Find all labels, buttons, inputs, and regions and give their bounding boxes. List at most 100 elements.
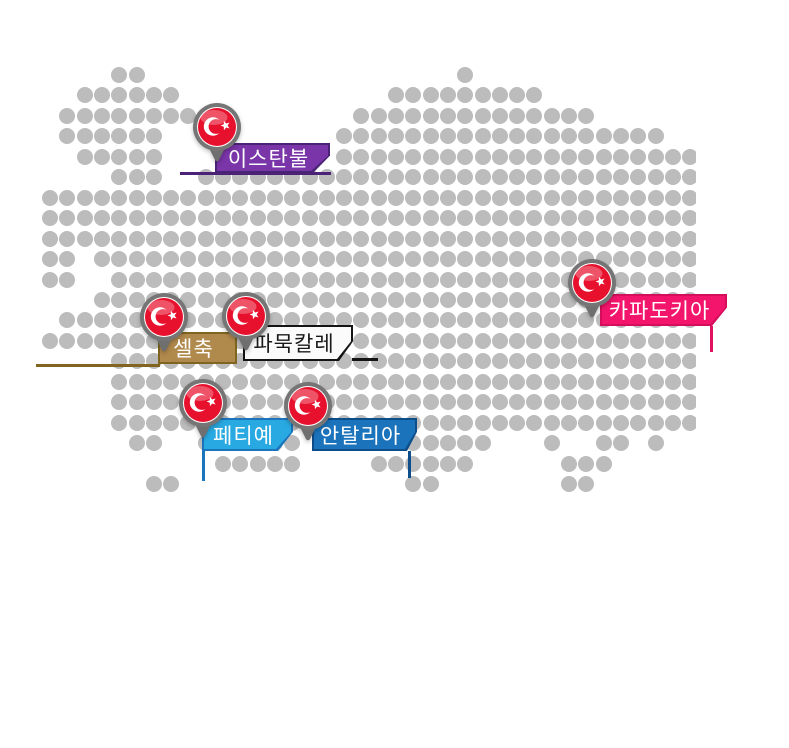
- label-pamukkale[interactable]: 파묵칼레: [243, 325, 353, 361]
- map-dot: [318, 189, 335, 206]
- map-dot: [543, 312, 560, 329]
- antalya-pin-icon: [284, 382, 332, 441]
- map-dot: [439, 107, 456, 124]
- map-dot: [388, 210, 404, 227]
- map-dot: [457, 312, 474, 329]
- map-dot: [422, 210, 439, 227]
- map-dot: [422, 169, 439, 186]
- map-dot: [543, 435, 560, 452]
- map-dot: [93, 189, 110, 206]
- turkey-dot-map: [42, 67, 696, 492]
- map-dot: [128, 251, 145, 268]
- map-dot: [180, 251, 197, 268]
- map-dot: [664, 332, 681, 349]
- map-dot: [509, 312, 526, 329]
- label-selcuk[interactable]: 셀축: [158, 332, 237, 364]
- map-dot: [491, 271, 508, 288]
- map-dot: [163, 87, 180, 104]
- map-dot: [543, 251, 560, 268]
- selcuk-pin-icon: [140, 293, 188, 352]
- map-dot: [388, 87, 404, 104]
- map-dot: [353, 128, 370, 145]
- map-dot: [439, 332, 456, 349]
- map-dot: [353, 169, 370, 186]
- label-antalya[interactable]: 안탈리아: [312, 418, 417, 451]
- map-dot: [647, 353, 664, 370]
- map-dot: [249, 230, 266, 247]
- istanbul-tail-line: [180, 172, 331, 175]
- label-cappadocia[interactable]: 카파도키아: [600, 294, 727, 326]
- map-dot: [457, 87, 474, 104]
- map-dot: [370, 332, 387, 349]
- map-dot: [595, 210, 612, 227]
- map-dot: [664, 251, 681, 268]
- map-dot: [439, 230, 456, 247]
- map-dot: [180, 210, 197, 227]
- map-dot: [647, 435, 664, 452]
- map-dot: [422, 476, 439, 492]
- map-dot: [197, 210, 214, 227]
- map-dot: [526, 148, 543, 165]
- map-dot: [664, 353, 681, 370]
- map-dot: [405, 332, 422, 349]
- map-dot: [370, 373, 387, 390]
- map-dot: [439, 271, 456, 288]
- map-dot: [491, 230, 508, 247]
- map-dot: [353, 291, 370, 308]
- map-dot: [370, 271, 387, 288]
- map-dot: [145, 148, 162, 165]
- map-dot: [578, 107, 595, 124]
- map-dot: [266, 230, 283, 247]
- map-dot: [612, 394, 629, 411]
- map-dot: [630, 169, 647, 186]
- map-dot: [474, 87, 491, 104]
- map-dot: [405, 476, 422, 492]
- map-dot: [491, 210, 508, 227]
- map-dot: [388, 455, 404, 472]
- map-dot: [647, 169, 664, 186]
- map-dot: [612, 373, 629, 390]
- cappadocia-pin-icon: [568, 259, 616, 318]
- map-dot: [457, 394, 474, 411]
- map-dot: [439, 169, 456, 186]
- istanbul-pin-icon: [193, 103, 241, 162]
- map-dot: [336, 373, 353, 390]
- map-dot: [595, 332, 612, 349]
- map-dot: [578, 189, 595, 206]
- map-dot: [405, 128, 422, 145]
- map-dot: [284, 251, 301, 268]
- map-dot: [353, 230, 370, 247]
- map-dot: [422, 373, 439, 390]
- map-dot: [370, 394, 387, 411]
- map-dot: [128, 148, 145, 165]
- map-dot: [561, 312, 577, 329]
- map-dot: [457, 148, 474, 165]
- map-dot: [526, 271, 543, 288]
- map-dot: [422, 435, 439, 452]
- map-dot: [457, 271, 474, 288]
- map-dot: [301, 189, 318, 206]
- label-cappadocia-fill: 카파도키아: [602, 296, 725, 324]
- label-fethiye[interactable]: 페티예: [202, 418, 293, 451]
- label-istanbul[interactable]: 이스탄불: [215, 143, 330, 173]
- map-dot: [509, 353, 526, 370]
- map-dot: [457, 373, 474, 390]
- map-dot: [93, 210, 110, 227]
- map-dot: [612, 332, 629, 349]
- map-dot: [543, 332, 560, 349]
- map-dot: [163, 251, 180, 268]
- map-dot: [595, 373, 612, 390]
- map-dot: [543, 148, 560, 165]
- map-dot: [439, 373, 456, 390]
- label-selcuk-text: 셀축: [173, 338, 214, 361]
- map-dot: [630, 230, 647, 247]
- map-dot: [388, 353, 404, 370]
- map-dot: [509, 107, 526, 124]
- map-dot: [491, 414, 508, 431]
- map-dot: [682, 373, 696, 390]
- map-dot: [543, 394, 560, 411]
- map-dot: [509, 394, 526, 411]
- map-dot: [318, 210, 335, 227]
- map-dot: [388, 251, 404, 268]
- map-dot: [561, 476, 577, 492]
